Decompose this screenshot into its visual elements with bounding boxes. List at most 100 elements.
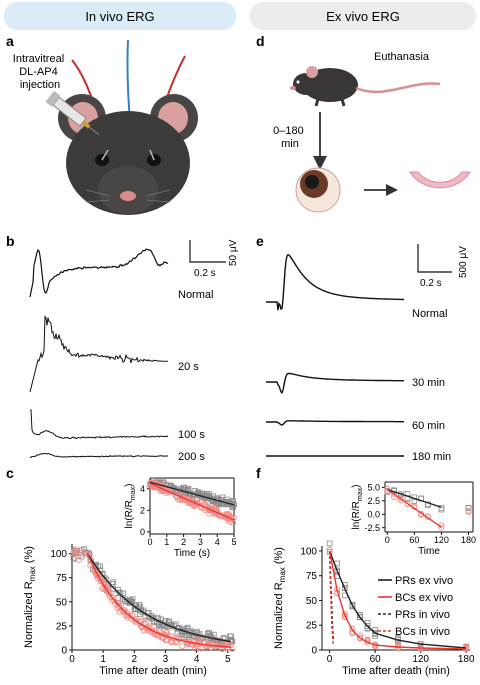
trace-e-60min — [266, 420, 404, 426]
x-tick-label: 0 — [147, 537, 152, 547]
data-point — [81, 550, 88, 557]
data-point — [465, 505, 472, 511]
data-point — [163, 629, 170, 636]
scale-bar-b-time: 0.2 s — [194, 268, 216, 279]
data-point — [92, 568, 99, 575]
data-point — [137, 611, 143, 617]
data-point — [218, 496, 224, 503]
fit-line-pr — [86, 553, 231, 643]
y-tick-label: 0 — [140, 527, 145, 537]
data-point — [224, 644, 231, 651]
data-point — [465, 508, 472, 515]
data-point — [120, 590, 126, 597]
euthanasia-label: Euthanasia — [374, 51, 430, 63]
inset-f-line-bc — [386, 488, 442, 528]
y-axis-label: ln(R/Rmax) — [351, 485, 364, 530]
y-tick-label: 75 — [306, 571, 318, 582]
data-point — [228, 633, 234, 640]
y-tick-label: 5.0 — [367, 483, 380, 493]
data-point — [172, 621, 179, 628]
data-point — [116, 609, 123, 616]
data-point — [216, 638, 223, 645]
mouse-head-illustration — [45, 39, 198, 215]
x-axis-label: Time — [418, 546, 440, 557]
x-axis-label: Time (s) — [174, 548, 210, 559]
data-point — [174, 634, 181, 641]
trace-e-60min-label: 60 min — [412, 420, 445, 432]
data-point — [150, 614, 156, 621]
data-point — [356, 635, 363, 642]
x-tick-label: 180 — [458, 654, 475, 665]
scale-bar-e-time: 0.2 s — [420, 278, 442, 289]
legend-f: PRs ex vivo BCs ex vivo PRs in vivo BCs in … — [378, 575, 453, 638]
inset-c-line-pr — [149, 481, 235, 506]
data-point — [197, 498, 204, 505]
trace-b-100s-label: 100 s — [178, 429, 205, 441]
y-tick-label: 100 — [50, 549, 67, 560]
data-point — [357, 614, 363, 620]
x-axis-label: Time after death (min) — [342, 665, 450, 677]
x-tick-label: 2 — [132, 654, 138, 665]
data-point — [425, 501, 431, 508]
y-tick-label: 0.0 — [367, 509, 380, 519]
x-tick-label: 1 — [100, 654, 106, 665]
header-left-bg — [4, 2, 236, 30]
eyeball-illustration — [295, 167, 341, 213]
y-axis-label: Normalized Rmax (%) — [273, 547, 287, 649]
header-right-bg — [250, 2, 476, 30]
data-point — [349, 625, 356, 632]
data-point — [71, 548, 78, 555]
x-tick-label: 0 — [327, 654, 333, 665]
trace-b-normal-label: Normal — [178, 289, 213, 301]
x-tick-label: 120 — [412, 654, 429, 665]
mouse-body-illustration — [290, 66, 441, 107]
trace-e-30min-label: 30 min — [412, 377, 445, 389]
trace-e-30min — [266, 372, 404, 395]
panel-letter-f: f — [256, 465, 261, 481]
inset-f: 0 60 120 180 -2.5 0.0 2.5 5.0 Time ln(R/Rmax) — [351, 481, 476, 557]
panel-letter-e: e — [256, 233, 264, 249]
data-point — [184, 624, 191, 631]
header-left: In vivo ERG — [85, 9, 154, 24]
x-tick-label: 180 — [461, 535, 476, 545]
legend-label: PRs ex vivo — [395, 575, 453, 587]
trace-e-180min-label: 180 min — [412, 451, 451, 463]
data-point — [110, 579, 117, 585]
y-tick-label: 100 — [300, 546, 317, 557]
data-point — [195, 639, 202, 646]
legend-label: BCs in vivo — [395, 626, 450, 638]
data-point — [102, 585, 109, 592]
data-point — [70, 555, 77, 562]
header-right: Ex vivo ERG — [326, 9, 400, 24]
y-axis-label: ln(R/Rmax) — [124, 484, 137, 529]
data-point — [326, 540, 333, 547]
data-point — [183, 632, 189, 639]
trace-b-20s — [29, 315, 169, 393]
x-axis-label: Time after death (min) — [99, 665, 207, 677]
x-tick-label: 1 — [164, 537, 169, 547]
x-tick-label: 4 — [194, 654, 200, 665]
y-tick-label: -2.5 — [364, 523, 380, 533]
x-tick-label: 3 — [198, 537, 203, 547]
y-tick-label: 0 — [61, 646, 67, 657]
legend-label: BCs ex vivo — [395, 592, 453, 604]
data-point — [438, 524, 445, 531]
data-point — [205, 506, 212, 513]
panel-b-traces — [29, 248, 169, 458]
x-tick-label: 2 — [181, 537, 186, 547]
data-point — [127, 599, 133, 606]
trace-e-normal — [266, 253, 404, 311]
time-arrow-down — [313, 112, 327, 170]
y-tick-label: 50 — [306, 596, 318, 607]
data-point — [99, 586, 106, 593]
y-axis-label: Normalized Rmax (%) — [23, 546, 37, 648]
data-point — [372, 630, 378, 636]
data-point — [74, 547, 81, 554]
chart-f: 0 60 120 180 0 25 50 75 100 Time after death (min… — [273, 481, 476, 677]
y-tick-label: 50 — [56, 597, 68, 608]
y-tick-label: 4 — [140, 484, 145, 494]
trace-b-200s — [29, 452, 169, 458]
data-point — [125, 612, 132, 619]
x-tick-label: 5 — [231, 537, 236, 547]
x-tick-label: 60 — [409, 535, 419, 545]
